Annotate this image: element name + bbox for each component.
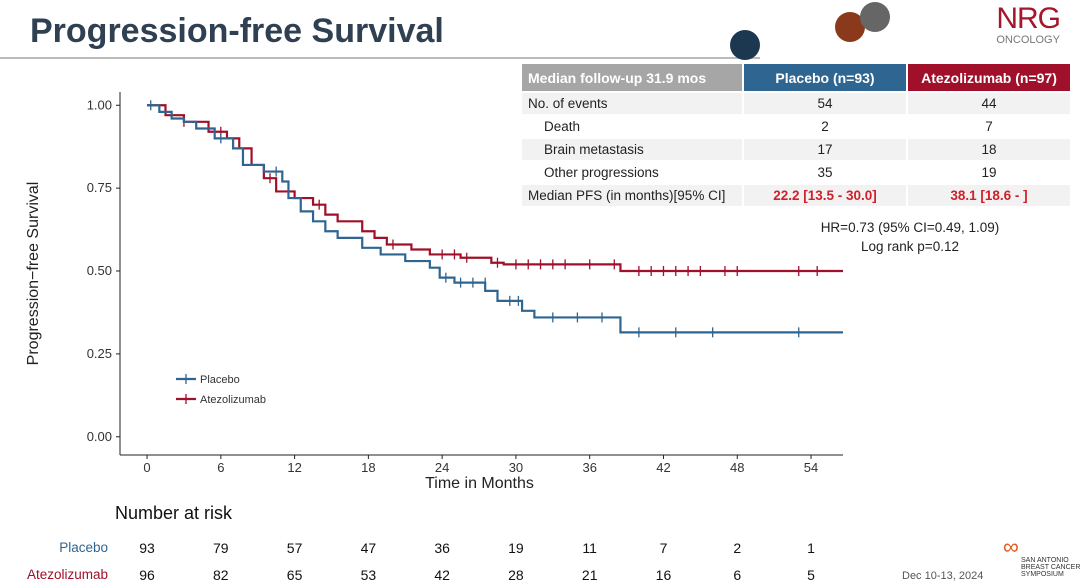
conference-date: Dec 10-13, 2024	[902, 570, 984, 582]
stats-table: Median follow-up 31.9 mos Placebo (n=93)…	[520, 62, 1072, 208]
hr-value: HR=0.73 (95% CI=0.49, 1.09)	[820, 220, 1000, 235]
header-placebo: Placebo (n=93)	[744, 64, 906, 91]
table-row: Median PFS (in months)[95% CI] 22.2 [13.5…	[522, 185, 1070, 206]
x-tick-label: 24	[435, 460, 449, 475]
ribbon-icon: ∞	[1003, 534, 1019, 559]
risk-value: 7	[659, 540, 668, 556]
cell: 35	[817, 165, 833, 180]
km-curve-atezolizumab	[147, 104, 843, 273]
risk-value: 19	[508, 540, 524, 556]
risk-value: 96	[139, 567, 155, 583]
risk-value: 79	[213, 540, 229, 556]
row-label: Other progressions	[544, 165, 659, 180]
legend-label: Atezolizumab	[200, 394, 266, 406]
hazard-ratio-text: HR=0.73 (95% CI=0.49, 1.09) Log rank p=0…	[760, 218, 1060, 256]
x-tick-label: 36	[582, 460, 596, 475]
table-header: Median follow-up 31.9 mos Placebo (n=93)…	[522, 64, 1070, 91]
risk-value: 57	[286, 540, 303, 556]
x-tick-label: 0	[143, 460, 150, 475]
cell: 44	[908, 93, 1070, 114]
logo-subtext: ONCOLOGY	[996, 34, 1060, 46]
cell: 38.1 [18.6 - ]	[908, 185, 1070, 206]
risk-value: 47	[360, 540, 377, 556]
risk-value: 82	[213, 567, 229, 583]
risk-row-label: Placebo	[59, 540, 108, 555]
risk-value: 28	[508, 567, 524, 583]
x-axis-label: Time in Months	[425, 475, 534, 492]
cell: 2	[821, 119, 829, 134]
risk-value: 6	[733, 567, 742, 583]
row-label: Median PFS (in months)[95% CI]	[522, 185, 742, 206]
x-tick-label: 30	[509, 460, 523, 475]
x-tick-label: 12	[287, 460, 301, 475]
x-tick-label: 42	[656, 460, 670, 475]
hexagon-decoration-icon	[730, 30, 760, 60]
row-label: No. of events	[522, 93, 742, 114]
cell: 18	[908, 139, 1070, 160]
risk-value: 2	[733, 540, 742, 556]
risk-value: 5	[807, 567, 815, 583]
table-row: Brain metastasis 17 18	[522, 139, 1070, 160]
km-curve-placebo	[147, 104, 843, 334]
x-tick-label: 48	[730, 460, 744, 475]
sabcs-text: SAN ANTONIO BREAST CANCER SYMPOSIUM	[1021, 557, 1080, 578]
sabcs-logo: ∞ SAN ANTONIO BREAST CANCER SYMPOSIUM	[1003, 536, 1080, 579]
table-row: Other progressions 35 19	[522, 162, 1070, 183]
table-row: No. of events 54 44	[522, 93, 1070, 114]
risk-value: 16	[655, 567, 672, 583]
logo-text: NRG	[996, 2, 1061, 35]
risk-value: 42	[434, 567, 450, 583]
y-tick-label: 0.50	[87, 263, 112, 278]
header-atezolizumab: Atezolizumab (n=97)	[908, 64, 1070, 91]
x-tick-label: 18	[361, 460, 375, 475]
risk-value: 65	[286, 567, 303, 583]
row-label: Brain metastasis	[522, 139, 742, 160]
title-divider	[0, 57, 760, 59]
cell: 54	[744, 93, 906, 114]
y-axis-label: Progression−free Survival	[25, 182, 42, 366]
legend-label: Placebo	[200, 374, 240, 386]
x-tick-label: 6	[217, 460, 224, 475]
risk-row-label: Atezolizumab	[26, 567, 108, 582]
risk-value: 93	[139, 540, 155, 556]
risk-table-title: Number at risk	[115, 503, 233, 523]
risk-value: 11	[582, 540, 597, 556]
cell: 17	[744, 139, 906, 160]
row-label: Death	[544, 119, 581, 134]
cell: 22.2 [13.5 - 30.0]	[744, 185, 906, 206]
hexagon-decoration-icon	[860, 2, 890, 32]
risk-value: 53	[360, 567, 377, 583]
y-tick-label: 0.75	[87, 180, 112, 195]
header-followup: Median follow-up 31.9 mos	[522, 64, 742, 91]
nrg-logo: NRG ONCOLOGY	[996, 2, 1061, 47]
risk-value: 36	[434, 540, 450, 556]
y-tick-label: 0.25	[87, 346, 112, 361]
risk-value: 21	[581, 567, 598, 583]
page-title: Progression-free Survival	[30, 12, 444, 50]
y-tick-label: 1.00	[87, 97, 112, 112]
table-row: Death 2 7	[522, 116, 1070, 137]
cell: 7	[985, 119, 993, 134]
risk-value: 1	[807, 540, 815, 556]
logrank-value: Log rank p=0.12	[861, 239, 959, 254]
y-tick-label: 0.00	[87, 429, 112, 444]
x-tick-label: 54	[804, 460, 818, 475]
cell: 19	[981, 165, 997, 180]
